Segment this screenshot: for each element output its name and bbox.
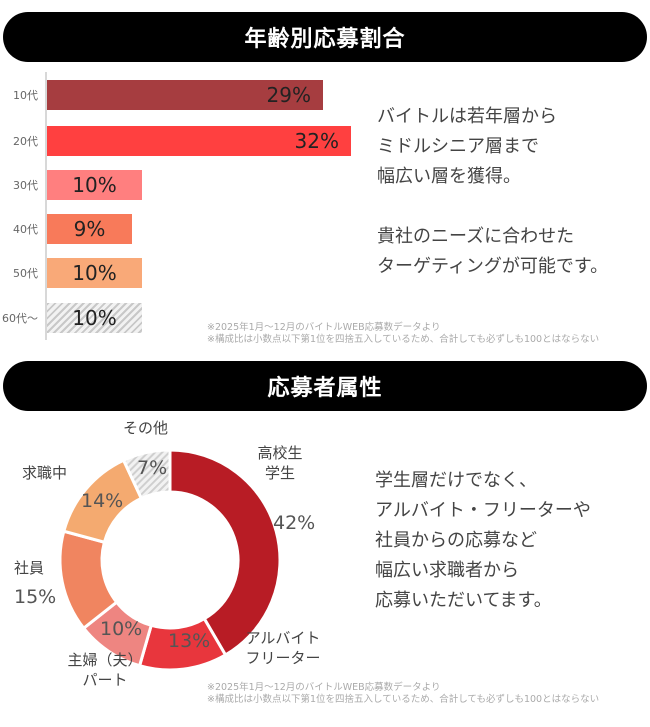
bar-value-label: 29% bbox=[266, 83, 311, 107]
attribute-description: 学生層だけでなく、アルバイト・フリーターや 社員からの応募など 幅広い求職者から応募… bbox=[375, 466, 591, 616]
age-desc-line: ミドルシニア層まで bbox=[377, 136, 539, 157]
section-title-attributes: 応募者属性 bbox=[3, 361, 647, 411]
age-desc-line: ターゲティングが可能です。 bbox=[377, 256, 609, 277]
age-desc-line bbox=[377, 192, 608, 222]
bar-category-label: 40代 bbox=[13, 223, 38, 236]
bar-value-label: 9% bbox=[73, 217, 106, 241]
note-line: ※2025年1月～12月のバイトルWEB応募数データより bbox=[207, 682, 441, 693]
attribute-footnote: ※2025年1月～12月のバイトルWEB応募数データより ※構成比は小数点以下第1… bbox=[207, 682, 599, 706]
donut-value-label: 10% bbox=[100, 618, 143, 640]
section-title-text: 応募者属性 bbox=[267, 376, 383, 401]
donut-category-label: 求職中 bbox=[22, 464, 68, 482]
bar: 29% bbox=[47, 80, 323, 110]
bar-category-label: 50代 bbox=[13, 267, 38, 280]
donut-category-label: アルバイト フリーター bbox=[245, 629, 321, 667]
note-line: ※構成比は小数点以下第1位を四捨五入しているため、合計しても必ずしも100とはな… bbox=[207, 334, 600, 345]
attr-desc-line: 応募いただいてます。 bbox=[375, 590, 552, 611]
donut-category-label: 高校生 学生 bbox=[257, 444, 303, 482]
bar-value-label: 10% bbox=[72, 261, 117, 285]
donut-value-label: 15% bbox=[14, 586, 57, 608]
section-title-age: 年齢別応募割合 bbox=[3, 12, 647, 62]
donut-value-label: 14% bbox=[81, 490, 124, 512]
bar-value-label: 32% bbox=[294, 129, 339, 153]
chart-axis bbox=[45, 72, 47, 340]
donut-value-label: 13% bbox=[168, 630, 211, 652]
donut-svg bbox=[58, 448, 282, 672]
age-desc-line: バイトルは若年層から bbox=[377, 106, 557, 127]
donut-slice bbox=[121, 448, 172, 501]
bar-category-label: 10代 bbox=[13, 89, 38, 102]
note-line: ※2025年1月～12月のバイトルWEB応募数データより bbox=[207, 322, 441, 333]
donut-slice bbox=[168, 448, 282, 658]
bar-value-label: 10% bbox=[72, 173, 117, 197]
section-title-text: 年齢別応募割合 bbox=[244, 27, 406, 52]
age-footnote: ※2025年1月～12月のバイトルWEB応募数データより ※構成比は小数点以下第1… bbox=[207, 322, 599, 346]
age-desc-line: 幅広い層を獲得。 bbox=[377, 166, 521, 187]
donut-category-label: 主婦（夫） パート bbox=[67, 651, 143, 689]
donut-category-label: 社員 bbox=[14, 559, 45, 577]
bar: 9% bbox=[47, 214, 132, 244]
age-desc-line: 貴社のニーズに合わせた bbox=[377, 226, 575, 247]
bar: 10% bbox=[47, 303, 142, 333]
attr-desc-line: 学生層だけでなく、 bbox=[375, 470, 537, 491]
bar-category-label: 20代 bbox=[13, 135, 38, 148]
donut-value-label: 42% bbox=[273, 512, 316, 534]
age-description: バイトルは若年層から ミドルシニア層まで 幅広い層を獲得。 貴社のニーズに合わせたタ… bbox=[377, 102, 608, 282]
bar: 10% bbox=[47, 258, 142, 288]
bar: 32% bbox=[47, 126, 351, 156]
attr-desc-line: アルバイト・フリーターや bbox=[375, 500, 591, 521]
donut-category-label: その他 bbox=[123, 419, 169, 437]
note-line: ※構成比は小数点以下第1位を四捨五入しているため、合計しても必ずしも100とはな… bbox=[207, 694, 600, 705]
bar-value-label: 10% bbox=[72, 306, 117, 330]
bar-category-label: 60代～ bbox=[2, 312, 38, 325]
attr-desc-line: 幅広い求職者から bbox=[375, 560, 519, 581]
bar-category-label: 30代 bbox=[13, 179, 38, 192]
attr-desc-line: 社員からの応募など bbox=[375, 530, 537, 551]
donut-value-label: 7% bbox=[137, 457, 168, 479]
bar: 10% bbox=[47, 170, 142, 200]
